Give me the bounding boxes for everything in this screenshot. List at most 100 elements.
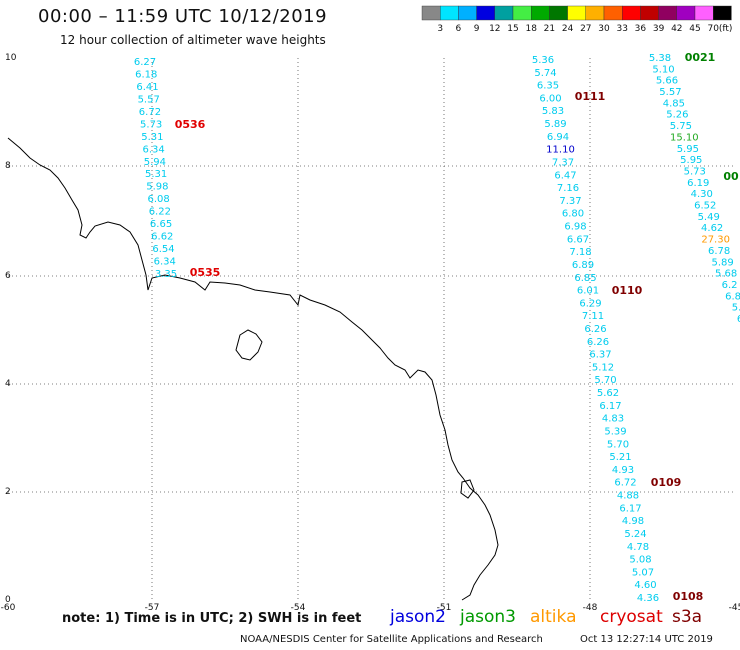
latitude-tick-label: 0: [5, 595, 11, 605]
colorbar-swatch: [531, 5, 550, 21]
wave-height-label: 5.73: [684, 166, 706, 177]
colorbar-swatch: [694, 5, 714, 21]
wave-height-label: 5.10: [652, 64, 674, 75]
pass-time-label: 0535: [190, 266, 221, 279]
colorbar-swatch: [585, 5, 605, 21]
wave-height-label: 7.37: [552, 157, 574, 168]
wave-height-label: 4.83: [602, 414, 624, 425]
legend-jason3: jason3: [460, 607, 516, 627]
legend-s3a: s3a: [672, 607, 703, 627]
colorbar-swatch: [476, 5, 496, 21]
wave-height-label: 6.72: [614, 478, 636, 489]
wave-height-label: 5.31: [141, 132, 163, 143]
wave-height-label: 5.89: [544, 119, 566, 130]
wave-height-label: 4.60: [634, 580, 656, 591]
wave-height-label: 6.80: [562, 209, 584, 220]
colorbar-swatch: [658, 5, 677, 21]
latitude-tick-label: 8: [5, 161, 11, 171]
wave-height-label: 11.10: [546, 145, 575, 156]
wave-height-label: 6.2: [722, 280, 738, 291]
wave-height-label: 6.65: [150, 219, 172, 230]
wave-height-label: 5.73: [140, 119, 162, 130]
wave-height-label: 6.89: [572, 260, 594, 271]
wave-height-label: 6.26: [587, 337, 609, 348]
colorbar-swatch: [640, 5, 659, 21]
wave-height-label: 5.26: [666, 110, 688, 121]
wave-height-label: 6.67: [567, 234, 589, 245]
longitude-tick-label: -54: [291, 603, 306, 613]
wave-height-label: 5.94: [144, 157, 166, 168]
wave-height-label: 6.94: [547, 132, 569, 143]
lat-lon-grid: 10 8 6 4 2 0-60 -57 -54 -51 -48 -45: [1, 53, 740, 613]
wave-height-label: 6.54: [152, 244, 174, 255]
wave-height-label: 6.26: [584, 324, 606, 335]
wave-height-label: 5.21: [609, 452, 631, 463]
pass-time-label: 0536: [175, 118, 206, 131]
wave-height-colorbar: 3 6 9 12 15 18 21 24 27 30 33 36 39 42 45 70 (ft): [421, 5, 732, 34]
wave-height-label: 6.41: [136, 82, 158, 93]
map-title: 00:00 – 11:59 UTC 10/12/2019: [38, 6, 328, 27]
wave-height-label: 5.12: [592, 362, 614, 373]
colorbar-tick-label: 33: [616, 24, 627, 34]
wave-height-label: 5.62: [597, 388, 619, 399]
wave-height-label: 5.89: [711, 257, 733, 268]
wave-height-label: 5.70: [607, 439, 629, 450]
wave-height-label: 6.18: [135, 69, 157, 80]
wave-height-label: 5.68: [715, 269, 737, 280]
colorbar-tick-label: 18: [525, 24, 537, 34]
colorbar-swatch: [713, 5, 732, 21]
wave-height-label: 3.35: [155, 269, 177, 280]
wave-height-label: 5.49: [698, 212, 720, 223]
wave-height-label: 6.78: [708, 246, 730, 257]
longitude-tick-label: -60: [1, 603, 16, 613]
credit-line: NOAA/NESDIS Center for Satellite Applica…: [240, 634, 543, 645]
colorbar-swatch: [512, 5, 532, 21]
wave-height-label: 6.27: [134, 57, 156, 68]
wave-height-label: 6.35: [537, 81, 559, 92]
pass-time-label: 0109: [651, 476, 682, 489]
island-outline: [235, 329, 263, 361]
colorbar-swatch: [494, 5, 514, 21]
wave-height-label: 4.88: [617, 491, 639, 502]
latitude-tick-label: 2: [5, 487, 11, 497]
colorbar-swatch: [458, 5, 477, 21]
colorbar-tick-label: 45: [689, 24, 700, 34]
wave-height-label: 27.30: [701, 235, 730, 246]
colorbar-swatch: [567, 5, 586, 21]
wave-height-label: 6.62: [151, 232, 173, 243]
longitude-tick-label: -51: [437, 603, 452, 613]
colorbar-tick-label: 24: [562, 24, 574, 34]
pass-time-label: 0108: [673, 590, 704, 603]
wave-height-label: 5.57: [659, 87, 681, 98]
legend-jason2: jason2: [390, 607, 446, 627]
altimeter-tracks: 6.276.186.415.576.725.735.316.345.945.31…: [134, 51, 740, 604]
colorbar-swatch: [440, 5, 459, 21]
colorbar-tick-label: 3: [437, 24, 443, 34]
colorbar-tick-label: 9: [474, 24, 480, 34]
wave-height-label: 6.47: [554, 170, 576, 181]
colorbar-tick-label: 15: [507, 24, 518, 34]
colorbar-tick-label: 36: [635, 24, 647, 34]
wave-height-label: 6.17: [619, 503, 641, 514]
wave-height-label: 5.75: [670, 121, 692, 132]
colorbar-swatch: [421, 5, 441, 21]
wave-height-label: 6: [737, 314, 740, 325]
wave-height-label: 6.98: [564, 222, 586, 233]
wave-height-label: 6.8: [725, 291, 740, 302]
pass-time-label: 0021: [685, 51, 716, 64]
longitude-tick-label: -45: [729, 603, 740, 613]
colorbar-tick-label: 6: [456, 24, 462, 34]
wave-height-label: 5.74: [534, 68, 556, 79]
wave-height-label: 4.78: [627, 542, 649, 553]
latitude-tick-label: 4: [5, 379, 11, 389]
wave-height-label: 7.37: [559, 196, 581, 207]
pass-time-label: 0110: [612, 284, 643, 297]
wave-height-label: 5.: [732, 303, 740, 314]
legend-altika: altika: [530, 607, 577, 627]
wave-height-label: 5.08: [629, 555, 651, 566]
longitude-tick-label: -48: [583, 603, 598, 613]
wave-height-label: 5.83: [542, 106, 564, 117]
wave-height-label: 6.19: [687, 178, 709, 189]
